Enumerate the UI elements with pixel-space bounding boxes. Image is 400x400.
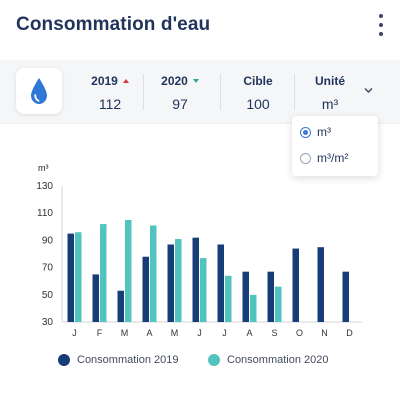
radio-selected-icon[interactable] [300,126,311,138]
y-axis-unit-label: m³ [38,163,49,173]
x-tick-label: J [72,328,77,338]
x-tick-label: M [121,328,129,338]
monthly-consumption-chart: m³ 130 110 90 70 50 30 J F M A M J J A S O N D [36,163,362,338]
stats-bar: 2019 112 2020 97 Cible 100 Unité m³ [0,60,400,124]
bar-consommation-2019 [242,271,249,322]
stat-target-value: 100 [246,96,270,112]
x-tick-label: A [246,328,252,338]
y-tick-label: 50 [42,290,54,301]
stat-divider [220,74,221,110]
stat-target: Cible 100 [228,74,288,112]
drop-tile [16,68,62,114]
bar-consommation-2019 [142,256,149,322]
bar-consommation-2020 [175,239,182,322]
bar-consommation-2019 [292,248,299,322]
bar-consommation-2019 [92,274,99,322]
x-tick-label: A [146,328,152,338]
bar-consommation-2020 [150,225,157,322]
x-tick-label: M [171,328,179,338]
legend-label-2019: Consommation 2019 [77,354,179,366]
stat-2020-value: 97 [172,96,188,112]
bar-consommation-2020 [125,220,132,322]
stat-divider [143,74,144,110]
unit-dropdown-menu: m³ m³/m² [292,116,378,176]
trend-down-icon [192,79,199,83]
unit-option-label: m³/m² [317,151,349,165]
unit-selector[interactable]: Unité m³ [300,74,360,112]
x-tick-label: S [271,328,277,338]
bar-consommation-2020 [200,258,207,322]
bar-consommation-2019 [67,233,74,322]
x-tick-label: O [296,328,303,338]
legend-item-2019: Consommation 2019 [58,354,179,366]
y-tick-label: 70 [42,263,54,274]
bar-consommation-2019 [117,290,124,322]
x-tick-label: J [222,328,227,338]
trend-up-icon [122,79,129,83]
y-tick-label: 110 [37,208,53,219]
water-drop-icon [31,78,47,104]
stat-2019-value: 112 [98,96,122,112]
bar-consommation-2019 [217,244,224,322]
stat-2020-label: 2020 [161,74,188,88]
y-tick-label: 30 [42,317,54,328]
bar-consommation-2019 [267,271,274,322]
radio-unselected-icon[interactable] [300,152,311,164]
x-tick-label: D [346,328,353,338]
bar-consommation-2019 [317,247,324,322]
bar-consommation-2019 [192,237,199,322]
x-tick-label: N [321,328,328,338]
x-tick-label: J [197,328,202,338]
x-tick-label: F [97,328,103,338]
y-tick-label: 90 [42,235,54,246]
legend-label-2020: Consommation 2020 [227,354,329,366]
stat-2019-label: 2019 [91,74,118,88]
unit-selected-value: m³ [321,96,339,112]
chevron-down-icon[interactable] [364,86,373,95]
legend-swatch-2020 [208,354,220,366]
bar-consommation-2019 [167,244,174,322]
unit-option-m3[interactable]: m³ [300,124,331,140]
unit-label: Unité [315,74,345,88]
legend-swatch-2019 [58,354,70,366]
bar-consommation-2020 [225,275,232,322]
stat-2020: 2020 97 [150,74,210,112]
bar-consommation-2019 [342,271,349,322]
y-tick-label: 130 [36,181,53,192]
card-title: Consommation d'eau [16,14,211,35]
kebab-menu-icon[interactable] [374,14,388,36]
legend-item-2020: Consommation 2020 [208,354,329,366]
stat-2019: 2019 112 [80,74,140,112]
bar-consommation-2020 [75,232,82,322]
bar-consommation-2020 [100,224,107,322]
stat-target-label: Cible [243,74,273,88]
stat-divider [294,74,295,110]
unit-option-m3-per-m2[interactable]: m³/m² [300,150,348,166]
bar-consommation-2020 [250,294,257,322]
bar-consommation-2020 [275,286,282,322]
unit-option-label: m³ [317,125,331,139]
